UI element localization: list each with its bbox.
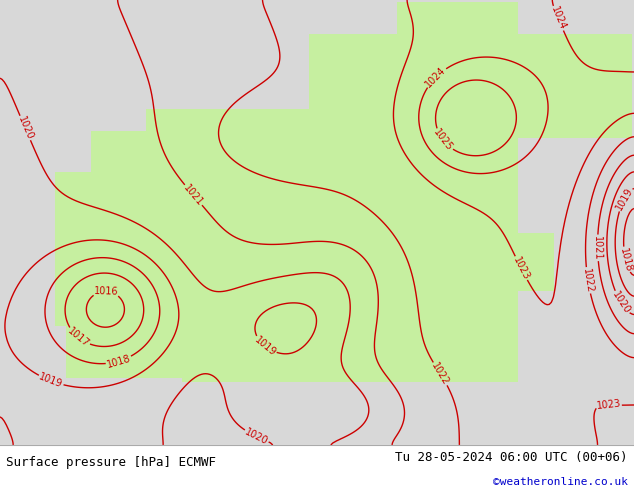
Text: 1022: 1022 bbox=[430, 361, 451, 387]
Text: 1021: 1021 bbox=[592, 236, 603, 260]
Text: 1019: 1019 bbox=[37, 372, 64, 390]
Text: 1023: 1023 bbox=[596, 398, 621, 411]
Text: 1018: 1018 bbox=[106, 353, 132, 369]
Text: 1020: 1020 bbox=[16, 115, 35, 141]
Text: ©weatheronline.co.uk: ©weatheronline.co.uk bbox=[493, 477, 628, 487]
Text: 1024: 1024 bbox=[424, 65, 448, 90]
Text: 1020: 1020 bbox=[243, 426, 270, 446]
Text: 1022: 1022 bbox=[581, 268, 595, 294]
Text: Surface pressure [hPa] ECMWF: Surface pressure [hPa] ECMWF bbox=[6, 456, 216, 468]
Text: 1016: 1016 bbox=[94, 286, 119, 297]
Text: 1019: 1019 bbox=[614, 186, 634, 212]
Text: 1024: 1024 bbox=[549, 5, 567, 31]
Text: 1018: 1018 bbox=[618, 246, 633, 273]
Text: Tu 28-05-2024 06:00 UTC (00+06): Tu 28-05-2024 06:00 UTC (00+06) bbox=[395, 451, 628, 464]
Text: 1019: 1019 bbox=[252, 335, 278, 358]
Text: 1025: 1025 bbox=[432, 127, 455, 153]
Text: 1017: 1017 bbox=[66, 326, 91, 349]
Text: 1023: 1023 bbox=[511, 255, 531, 281]
Text: 1020: 1020 bbox=[610, 290, 632, 316]
Text: 1021: 1021 bbox=[181, 182, 205, 208]
